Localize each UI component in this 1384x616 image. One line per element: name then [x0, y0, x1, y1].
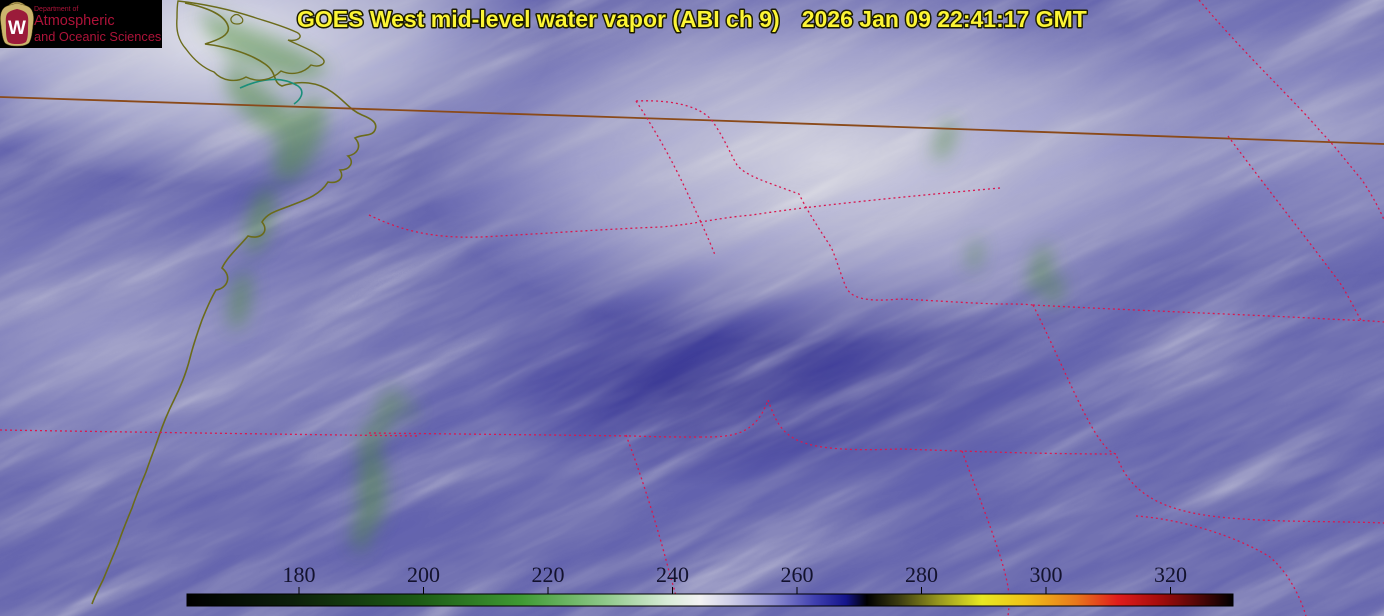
svg-text:and Oceanic Sciences: and Oceanic Sciences — [34, 29, 161, 44]
svg-text:Department of: Department of — [34, 6, 78, 13]
svg-text:Atmospheric: Atmospheric — [34, 13, 115, 29]
svg-text:W: W — [8, 18, 26, 39]
